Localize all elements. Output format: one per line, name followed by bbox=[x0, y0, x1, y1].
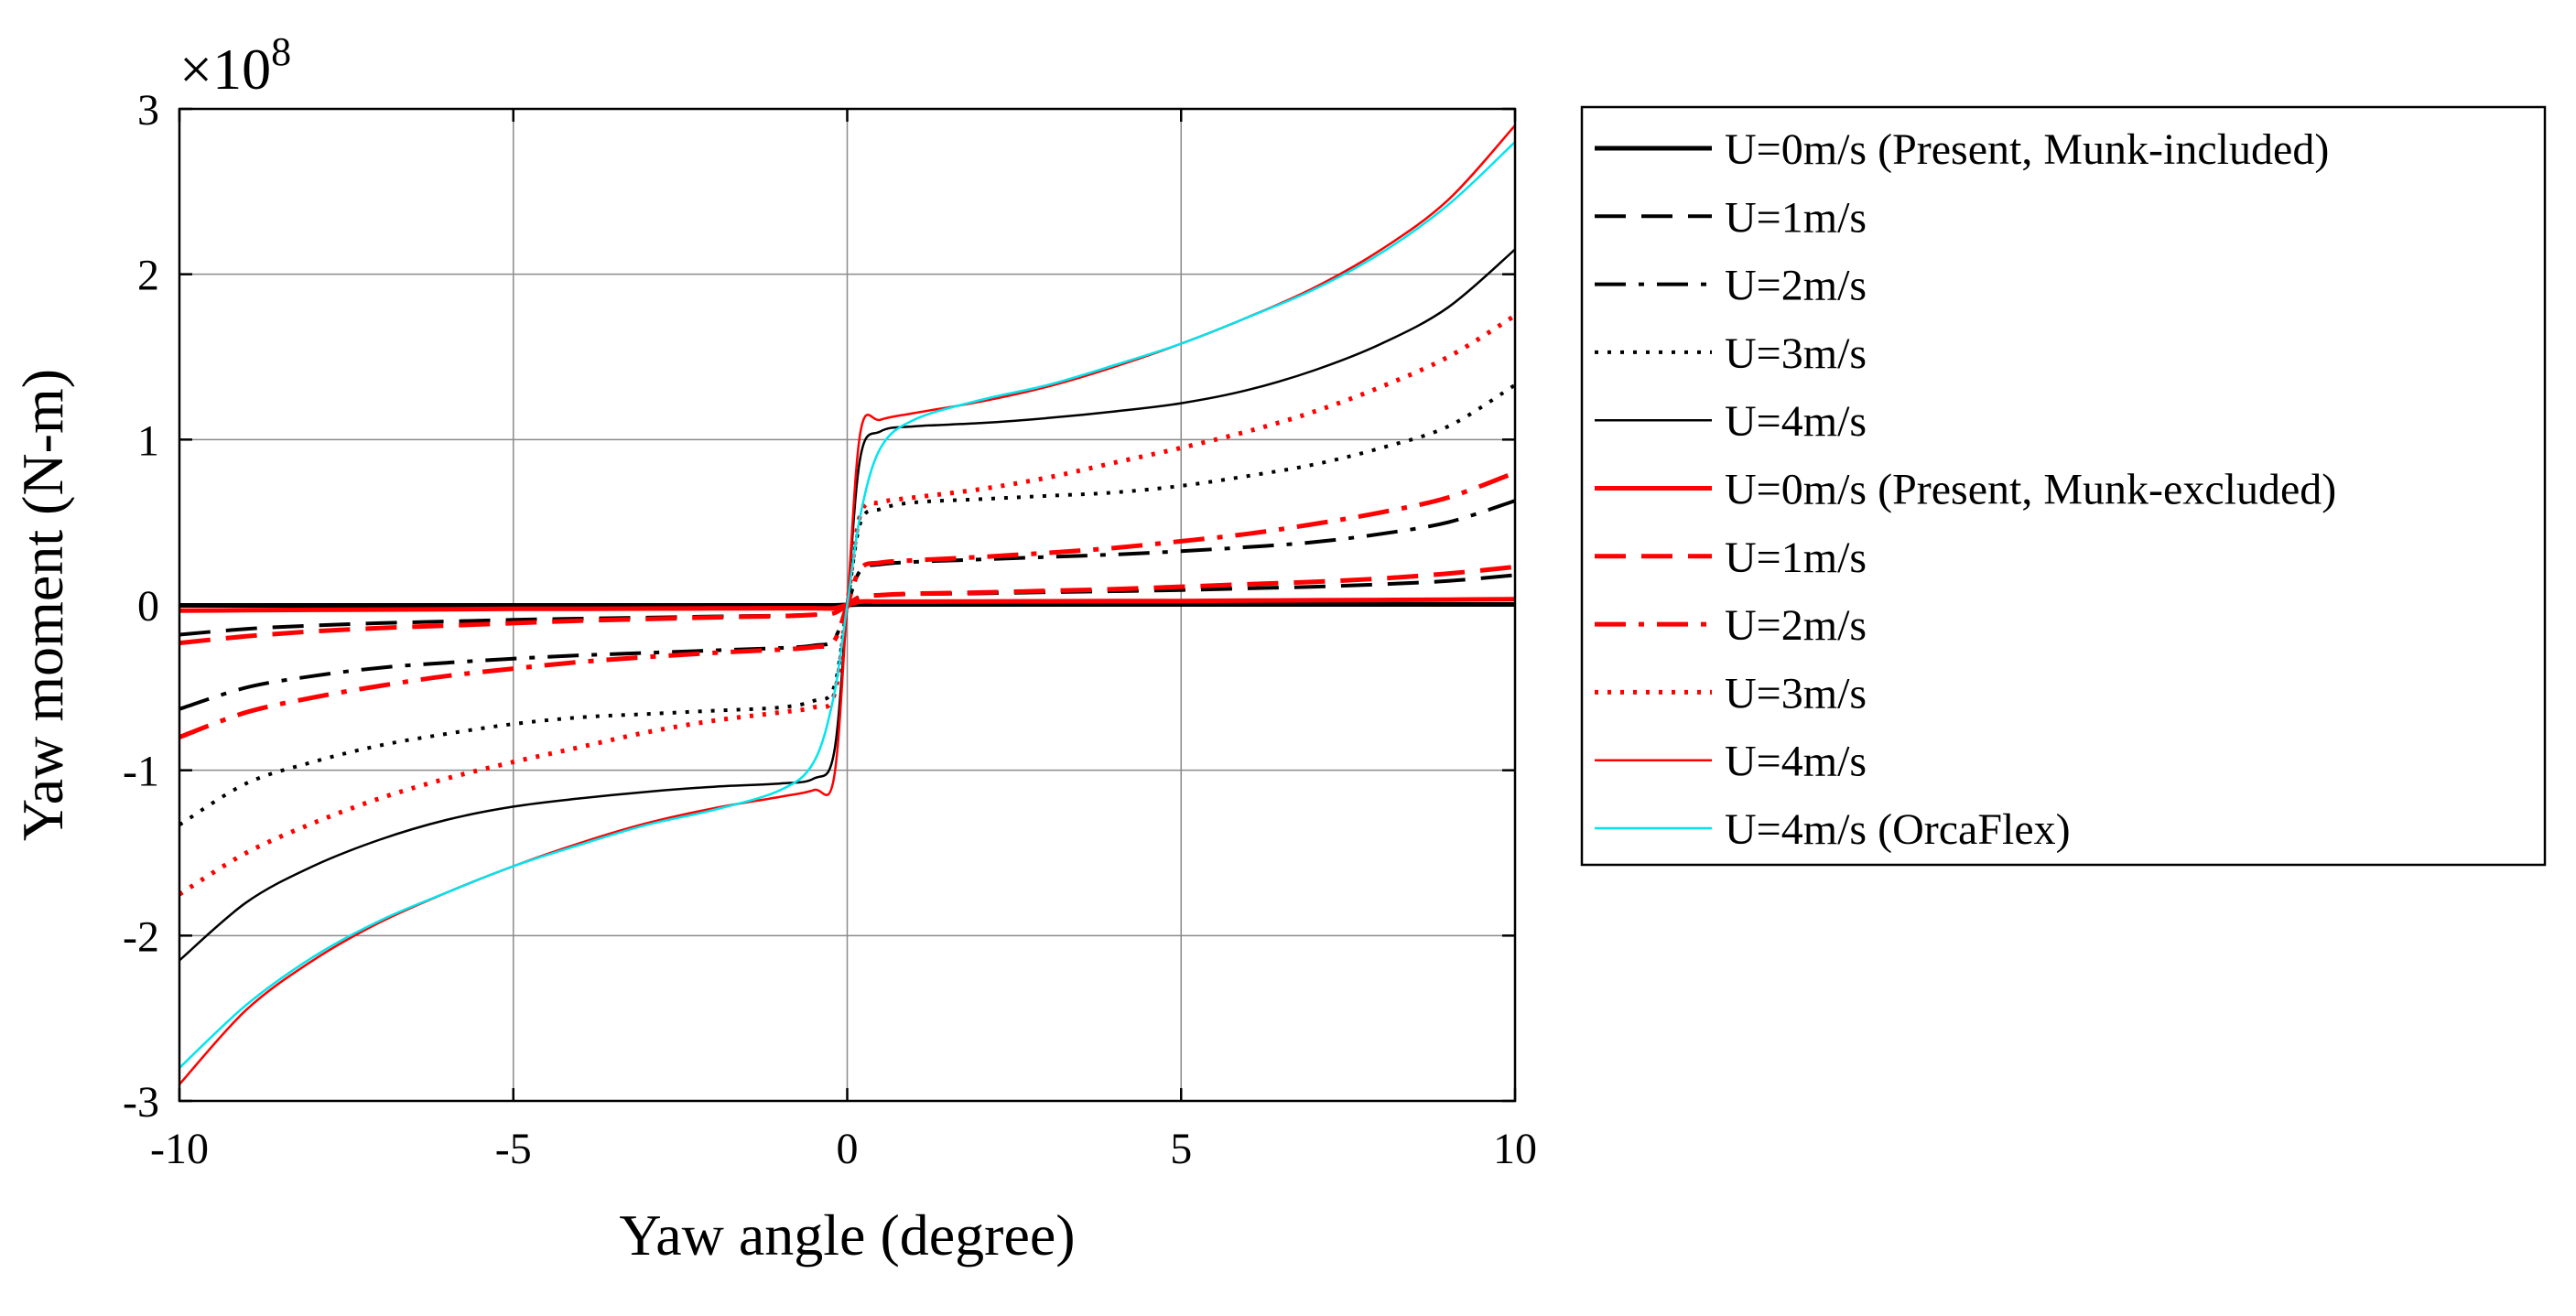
y-tick-label: 1 bbox=[137, 416, 159, 465]
series-line-11 bbox=[179, 141, 1516, 1069]
legend-label-7: U=1m/s bbox=[1725, 534, 1867, 582]
series-line-4 bbox=[178, 383, 1517, 827]
x-tick-label: -5 bbox=[495, 1125, 532, 1173]
y-tick-label: 0 bbox=[137, 582, 159, 631]
y-tick-label: -2 bbox=[123, 912, 159, 961]
legend-label-6: U=0m/s (Present, Munk-excluded) bbox=[1725, 466, 2336, 514]
x-tick-label: 10 bbox=[1493, 1125, 1537, 1173]
y-tick-label: 2 bbox=[137, 252, 159, 300]
y-axis-label: Yaw moment (N-m) bbox=[10, 369, 75, 841]
legend-label-8: U=2m/s bbox=[1725, 601, 1867, 650]
legend-label-11: U=4m/s (OrcaFlex) bbox=[1725, 805, 2071, 854]
x-axis-label: Yaw angle (degree) bbox=[619, 1203, 1075, 1267]
y-axis-multiplier: ×108 bbox=[179, 29, 291, 102]
legend-label-9: U=3m/s bbox=[1725, 669, 1867, 717]
y-multiplier-base: ×10 bbox=[179, 37, 271, 102]
x-tick-label: 5 bbox=[1170, 1125, 1192, 1173]
legend-box bbox=[1580, 105, 2547, 867]
y-tick-label: -1 bbox=[123, 748, 159, 796]
legend-label-1: U=0m/s (Present, Munk-included) bbox=[1725, 125, 2329, 174]
y-tick-label: 3 bbox=[137, 86, 159, 135]
legend-label-3: U=2m/s bbox=[1725, 262, 1867, 310]
series-lines bbox=[178, 124, 1517, 1085]
x-tick-label: -10 bbox=[150, 1125, 209, 1173]
y-multiplier-exponent: 8 bbox=[271, 29, 291, 74]
legend-label-4: U=3m/s bbox=[1725, 329, 1867, 378]
legend-label-5: U=4m/s bbox=[1725, 397, 1867, 446]
legend: U=0m/s (Present, Munk-included) U=1m/s U=2… bbox=[1580, 105, 2547, 867]
legend-label-10: U=4m/s bbox=[1725, 738, 1867, 786]
legend-label-2: U=1m/s bbox=[1725, 193, 1867, 242]
x-tick-label: 0 bbox=[837, 1125, 859, 1173]
y-tick-label: -3 bbox=[123, 1078, 159, 1127]
